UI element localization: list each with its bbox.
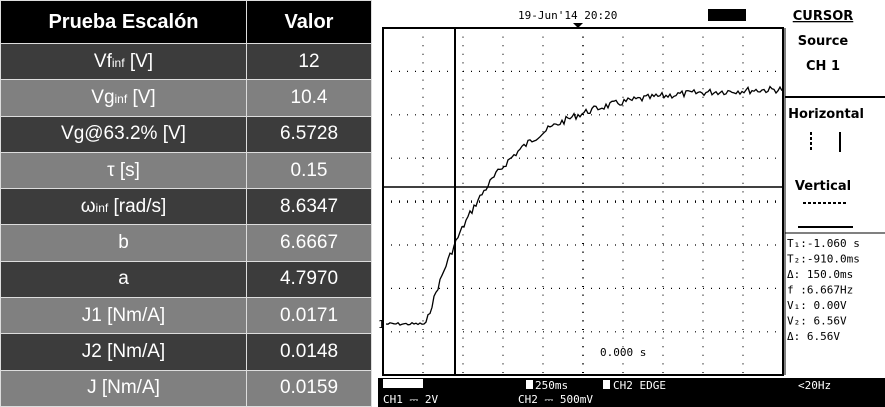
trigger: CH2 EDGE [613, 379, 666, 392]
value-cell: 0.15 [247, 152, 372, 188]
menu-item: Source [798, 34, 849, 49]
subscript: inf [115, 92, 128, 106]
channel-marker: 1 [378, 318, 385, 331]
table-row: ωinf [rad/s]8.6347 [1, 189, 372, 225]
oscilloscope: 19-Jun'14 20:20 CURSOR 1 0.000 s Source … [378, 0, 885, 407]
label-cell: b [1, 225, 247, 261]
label: J2 [Nm/A] [82, 341, 165, 362]
label-cell: Vfinf [V] [1, 44, 247, 80]
value-cell: 0.0171 [247, 298, 372, 334]
timebase: 250ms [535, 379, 568, 392]
label: J [Nm/A] [87, 377, 160, 398]
label: b [118, 232, 129, 253]
reading: T₁:-1.060 s [787, 237, 860, 250]
ch1-setting: CH1 ⎓ 2V [383, 393, 439, 406]
value-cell: 12 [247, 44, 372, 80]
value-cell: 6.6667 [247, 225, 372, 261]
unit: [rad/s] [114, 196, 167, 217]
reading: Δ: 6.56V [787, 330, 840, 343]
subscript: inf [112, 56, 125, 70]
datetime: 19-Jun'14 20:20 [518, 9, 617, 22]
menu-item: Horizontal [788, 107, 864, 122]
value-cell: 10.4 [247, 80, 372, 116]
label-cell: a [1, 261, 247, 297]
table-row: Vginf [V]10.4 [1, 80, 372, 116]
table-row: Vg@63.2% [V] 6.5728 [1, 116, 372, 152]
value-cell: 0.0148 [247, 334, 372, 370]
value-cell: 6.5728 [247, 116, 372, 152]
reading: T₂:-910.0ms [787, 253, 860, 266]
table-row: a 4.7970 [1, 261, 372, 297]
menu-item: Vertical [795, 179, 851, 194]
label: Vg [91, 87, 114, 108]
label-cell: Vginf [V] [1, 80, 247, 116]
reading: f :6.667Hz [787, 284, 853, 297]
value-cell: 0.0159 [247, 370, 372, 406]
reading: Δ: 150.0ms [787, 268, 853, 281]
filter: <20Hz [798, 379, 831, 392]
label-cell: Vg@63.2% [V] [1, 116, 247, 152]
unit: [V] [132, 87, 155, 108]
label-cell: J [Nm/A] [1, 370, 247, 406]
page: Prueba Escalón Valor Vfinf [V]12Vginf [V… [0, 0, 885, 407]
table-row: Vfinf [V]12 [1, 44, 372, 80]
reading: V₁: 0.00V [787, 299, 847, 312]
ch2-setting: CH2 ⎓ 500mV [518, 393, 593, 406]
table-row: J1 [Nm/A] 0.0171 [1, 298, 372, 334]
table-row: J [Nm/A] 0.0159 [1, 370, 372, 406]
label: ω [81, 196, 96, 217]
header-cell: Prueba Escalón [1, 1, 247, 44]
label: J1 [Nm/A] [82, 305, 165, 326]
label-cell: J2 [Nm/A] [1, 334, 247, 370]
label: a [118, 268, 129, 289]
label: Vf [94, 51, 112, 72]
trigger-time: 0.000 s [600, 346, 646, 359]
menu-title: CURSOR [793, 9, 854, 24]
value-cell: 8.6347 [247, 189, 372, 225]
label-cell: ωinf [rad/s] [1, 189, 247, 225]
label: τ [s] [107, 160, 140, 181]
label: Vg@63.2% [V] [61, 123, 186, 144]
unit: [V] [130, 51, 153, 72]
table-row: J2 [Nm/A] 0.0148 [1, 334, 372, 370]
table-row: τ [s] 0.15 [1, 152, 372, 188]
header-cell: Valor [247, 1, 372, 44]
label-cell: τ [s] [1, 152, 247, 188]
subscript: inf [96, 201, 109, 215]
reading: V₂: 6.56V [787, 315, 847, 328]
header-row: Prueba Escalón Valor [1, 1, 372, 44]
label-cell: J1 [Nm/A] [1, 298, 247, 334]
table-row: b 6.6667 [1, 225, 372, 261]
menu-item: CH 1 [806, 59, 840, 74]
value-cell: 4.7970 [247, 261, 372, 297]
